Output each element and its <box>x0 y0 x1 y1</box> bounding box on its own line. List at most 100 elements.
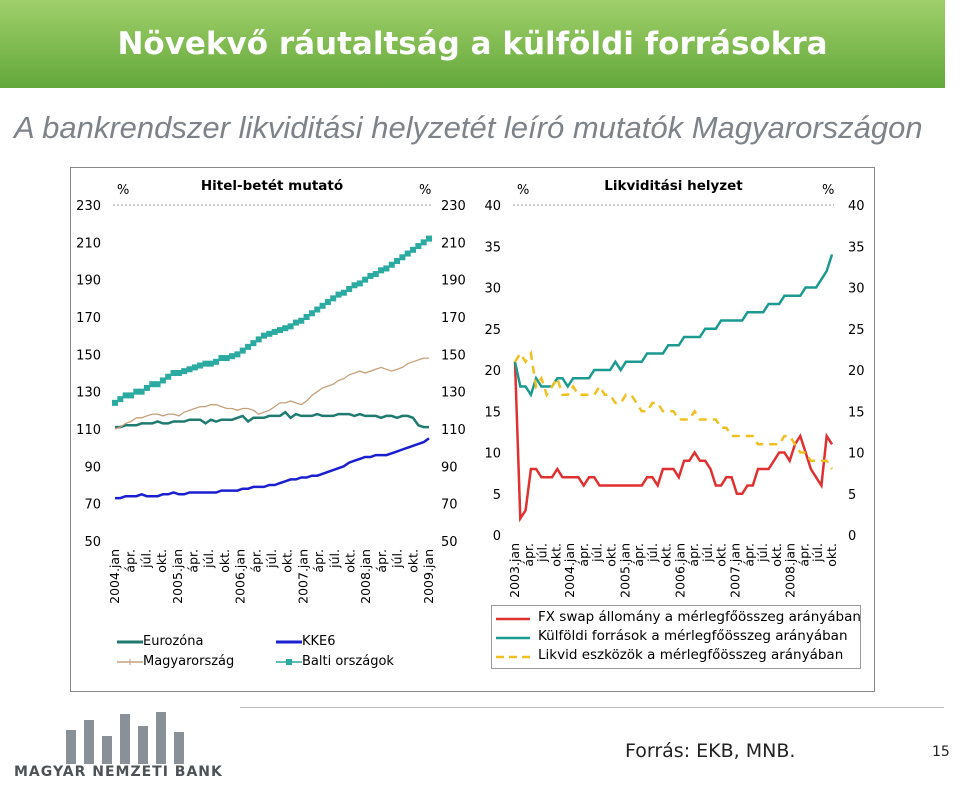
y-tick-left: 230 <box>76 199 101 214</box>
data-point-baltic <box>234 351 241 358</box>
x-tick-label: 2005.jan <box>170 549 185 604</box>
data-point-baltic <box>404 250 411 257</box>
y-tick-right: 0 <box>848 529 856 544</box>
loan-to-deposit-chart: 50 50 70 70 90 90 110 110 130 130 150 150 170 170 190 1… <box>76 178 466 604</box>
x-tick-label: 2006.jan <box>672 543 687 598</box>
x-tick-label: ápr. <box>311 549 326 573</box>
data-point-baltic <box>149 381 156 388</box>
data-point-baltic <box>245 343 252 350</box>
left-unit: % <box>117 183 129 198</box>
y-tick-right: 35 <box>848 240 865 255</box>
data-point-baltic <box>383 265 390 272</box>
data-point-baltic <box>426 235 432 242</box>
source-note: Forrás: EKB, MNB. <box>625 740 796 762</box>
data-point-baltic <box>340 289 347 296</box>
data-point-baltic <box>356 280 363 287</box>
data-point-baltic <box>410 246 417 253</box>
x-tick-label: okt. <box>154 549 169 573</box>
y-tick-right: 15 <box>848 405 865 420</box>
data-point-baltic <box>287 323 294 330</box>
y-tick-left: 170 <box>76 311 101 326</box>
x-tick-label: 2006.jan <box>233 549 248 604</box>
data-point-baltic <box>314 306 321 313</box>
data-point-baltic <box>154 381 161 388</box>
data-point-baltic <box>319 302 326 309</box>
data-point-baltic <box>298 317 305 324</box>
x-tick-label: júl. <box>264 549 279 569</box>
x-tick-label: ápr. <box>576 543 591 567</box>
data-point-baltic <box>303 314 310 320</box>
data-point-baltic <box>175 370 182 376</box>
data-point-baltic <box>170 370 177 376</box>
x-tick-label: okt. <box>217 549 232 573</box>
x-tick-label: okt. <box>824 543 839 567</box>
legend-swatch-baltic <box>276 659 302 665</box>
y-tick-left: 150 <box>76 348 101 363</box>
legend-label-kke6: KKE6 <box>302 634 336 649</box>
y-tick-right: 50 <box>441 535 458 550</box>
x-tick-label: ápr. <box>186 549 201 573</box>
x-tick-label: júl. <box>327 549 342 569</box>
data-point-baltic <box>330 295 337 302</box>
legend-label-foreign: Külföldi források a mérlegfőösszeg arány… <box>538 628 848 644</box>
legend-label-fx-swap: FX swap állomány a mérlegfőösszeg arányá… <box>538 609 861 625</box>
y-tick-right: 150 <box>441 348 466 363</box>
legend-label-eurozone: Eurozóna <box>143 634 204 649</box>
x-tick-label: okt. <box>405 549 420 573</box>
liquidity-chart: 0 0 5 5 10 10 15 15 20 20 25 25 30 30 35 35 40 40 Likvidit… <box>484 178 865 598</box>
series-line-fx_swap <box>513 361 834 523</box>
x-tick-label: ápr. <box>631 543 646 567</box>
y-tick-right: 130 <box>441 386 466 401</box>
y-tick-left: 5 <box>493 488 501 503</box>
data-point-baltic <box>133 388 140 395</box>
y-tick-left: 0 <box>493 529 501 544</box>
x-tick-label: okt. <box>343 549 358 573</box>
chart-title: Likviditási helyzet <box>604 178 743 194</box>
data-point-baltic <box>388 261 395 268</box>
data-point-baltic <box>117 396 124 403</box>
data-point-baltic <box>420 239 427 246</box>
charts-panel: 50 50 70 70 90 90 110 110 130 130 150 150 170 170 190 1… <box>70 167 875 692</box>
footer-divider <box>240 707 944 708</box>
data-point-baltic <box>197 362 204 369</box>
y-tick-right: 10 <box>848 447 865 462</box>
data-point-baltic <box>335 291 342 298</box>
legend-swatch-foreign <box>496 636 530 640</box>
y-tick-left: 40 <box>484 199 501 214</box>
data-point-baltic <box>213 358 220 365</box>
y-tick-left: 190 <box>76 274 101 289</box>
right-unit: % <box>822 183 834 198</box>
data-point-baltic <box>282 325 289 332</box>
y-tick-right: 20 <box>848 364 865 379</box>
x-tick-label: júl. <box>700 543 715 563</box>
y-tick-right: 25 <box>848 323 865 338</box>
x-tick-label: júl. <box>138 549 153 569</box>
data-point-baltic <box>112 399 118 406</box>
y-tick-right: 90 <box>441 460 458 475</box>
data-point-baltic <box>218 355 225 362</box>
legend-label-liquid: Likvid eszközök a mérlegfőösszeg arányáb… <box>538 647 844 663</box>
data-point-baltic <box>266 330 273 337</box>
x-tick-label: ápr. <box>248 549 263 573</box>
data-point-baltic <box>261 332 268 339</box>
legend-swatch-eurozone <box>117 640 143 644</box>
data-point-baltic <box>276 327 283 334</box>
y-tick-left: 90 <box>84 460 101 475</box>
x-tick-label: júl. <box>390 549 405 569</box>
data-point-baltic <box>271 328 278 335</box>
x-tick-label: ápr. <box>374 549 389 573</box>
x-tick-label: ápr. <box>741 543 756 567</box>
data-point-baltic <box>127 392 134 399</box>
page-subtitle: A bankrendszer likviditási helyzetét leí… <box>14 110 923 145</box>
y-tick-left: 25 <box>484 323 501 338</box>
y-tick-left: 35 <box>484 240 501 255</box>
y-tick-right: 190 <box>441 274 466 289</box>
data-point-baltic <box>239 347 246 354</box>
data-point-baltic <box>372 271 379 278</box>
data-point-baltic <box>362 276 369 283</box>
y-tick-left: 30 <box>484 282 501 297</box>
y-tick-left: 130 <box>76 386 101 401</box>
legend-swatch-fx-swap <box>496 617 530 621</box>
x-tick-label: 2004.jan <box>107 549 122 604</box>
x-tick-label: ápr. <box>521 543 536 567</box>
